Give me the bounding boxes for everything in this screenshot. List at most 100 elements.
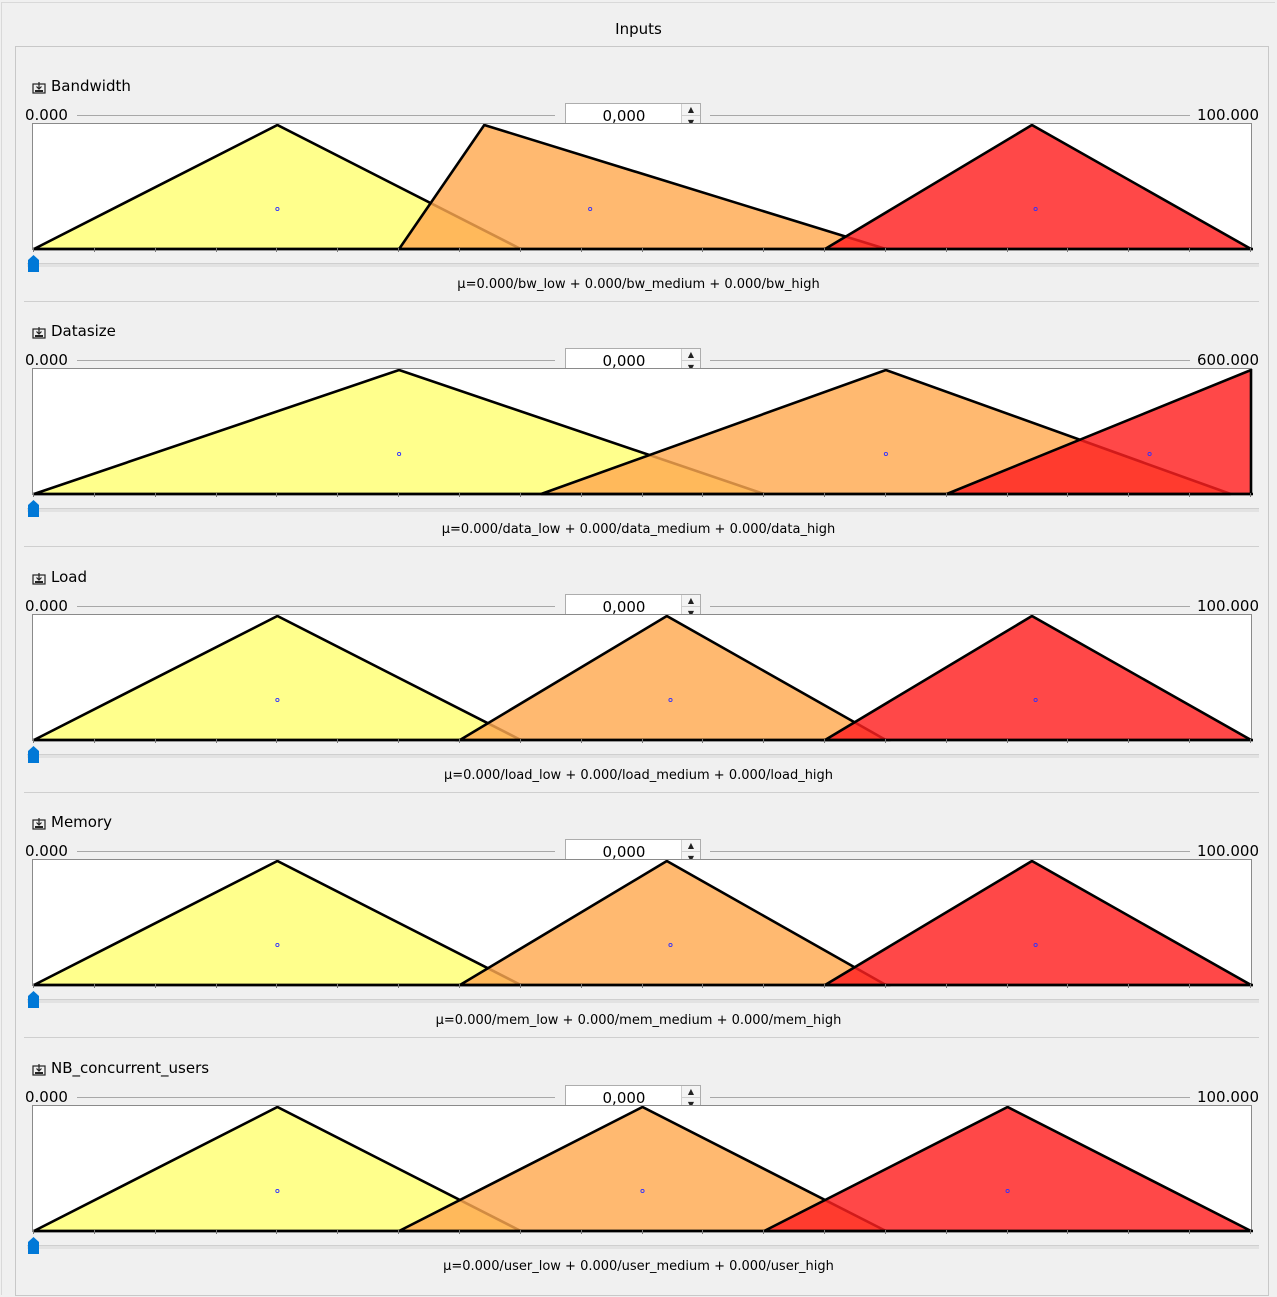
slider-tick xyxy=(1006,1230,1008,1234)
spin-up-icon[interactable]: ▲ xyxy=(682,349,700,361)
slider-groove[interactable] xyxy=(27,999,1259,1003)
slider-tick xyxy=(33,1230,34,1234)
export-icon[interactable] xyxy=(32,80,46,94)
membership-formula: μ=0.000/mem_low + 0.000/mem_medium + 0.0… xyxy=(435,1013,842,1028)
centroid-bw_medium xyxy=(588,206,593,212)
slider-tick xyxy=(641,1230,643,1234)
slider-tick xyxy=(1250,1230,1251,1234)
slider-tick xyxy=(337,248,339,252)
export-icon[interactable] xyxy=(32,816,46,830)
slider-tick xyxy=(945,248,947,252)
range-line-right xyxy=(710,1097,1190,1098)
slider-groove[interactable] xyxy=(27,508,1259,512)
spinbox-value[interactable]: 0,000 xyxy=(602,843,646,861)
input-variable-datasize: Datasize 0.000 0,000 ▲ ▼ 600.000 μ=0.000… xyxy=(0,301,1277,547)
slider-handle[interactable] xyxy=(28,746,39,763)
input-variable-load: Load 0.000 0,000 ▲ ▼ 100.000 μ=0.000/loa… xyxy=(0,547,1277,793)
membership-formula: μ=0.000/bw_low + 0.000/bw_medium + 0.000… xyxy=(457,277,820,292)
input-variable-memory: Memory 0.000 0,000 ▲ ▼ 100.000 μ=0.000/m… xyxy=(0,792,1277,1038)
slider-tick xyxy=(1067,984,1069,988)
range-max-label: 100.000 xyxy=(1196,1088,1259,1106)
slider-groove[interactable] xyxy=(27,1245,1259,1249)
slider-handle[interactable] xyxy=(28,500,39,517)
spin-up-icon[interactable]: ▲ xyxy=(682,104,700,116)
spinbox-value[interactable]: 0,000 xyxy=(602,352,646,370)
slider-tick xyxy=(580,984,582,988)
spinbox-value[interactable]: 0,000 xyxy=(602,598,646,616)
centroid-data_medium xyxy=(883,451,888,457)
range-line-right xyxy=(710,360,1190,361)
range-min-label: 0.000 xyxy=(25,597,68,615)
slider-tick xyxy=(154,493,156,497)
slider-tick xyxy=(398,1230,400,1234)
range-line-left xyxy=(77,1097,555,1098)
spin-up-icon[interactable]: ▲ xyxy=(682,595,700,607)
membership-plot-svg xyxy=(33,615,1253,742)
slider-tick xyxy=(93,248,95,252)
value-slider[interactable] xyxy=(27,248,1259,274)
section-separator xyxy=(24,792,1259,793)
slider-groove[interactable] xyxy=(27,263,1259,267)
slider-tick xyxy=(276,739,278,743)
slider-tick xyxy=(580,739,582,743)
variable-name: Memory xyxy=(51,813,113,831)
slider-tick xyxy=(458,984,460,988)
slider-tick xyxy=(458,739,460,743)
slider-tick xyxy=(580,248,582,252)
slider-handle[interactable] xyxy=(28,991,39,1008)
spin-up-icon[interactable]: ▲ xyxy=(682,840,700,852)
slider-tick xyxy=(1067,493,1069,497)
centroid-bw_low xyxy=(275,206,280,212)
slider-tick xyxy=(641,248,643,252)
slider-tick xyxy=(33,493,34,497)
slider-tick xyxy=(458,1230,460,1234)
slider-tick xyxy=(93,493,95,497)
slider-tick xyxy=(702,248,704,252)
slider-tick xyxy=(702,984,704,988)
membership-plot-svg xyxy=(33,124,1253,251)
spinbox-value[interactable]: 0,000 xyxy=(602,1089,646,1107)
export-icon[interactable] xyxy=(32,325,46,339)
value-slider[interactable] xyxy=(27,493,1259,519)
slider-tick xyxy=(1250,739,1251,743)
input-variable-nb_concurrent_users: NB_concurrent_users 0.000 0,000 ▲ ▼ 100.… xyxy=(0,1038,1277,1284)
slider-tick xyxy=(641,739,643,743)
slider-tick xyxy=(458,493,460,497)
value-slider[interactable] xyxy=(27,1230,1259,1256)
variable-name: Datasize xyxy=(51,322,116,340)
slider-groove[interactable] xyxy=(27,754,1259,758)
spinbox-value[interactable]: 0,000 xyxy=(602,107,646,125)
export-icon[interactable] xyxy=(32,571,46,585)
range-min-label: 0.000 xyxy=(25,106,68,124)
slider-tick xyxy=(519,248,521,252)
slider-tick xyxy=(398,493,400,497)
slider-handle[interactable] xyxy=(28,255,39,272)
spin-up-icon[interactable]: ▲ xyxy=(682,1086,700,1098)
value-slider[interactable] xyxy=(27,739,1259,765)
slider-tick xyxy=(1128,1230,1130,1234)
slider-handle[interactable] xyxy=(28,1237,39,1254)
centroid-mem_medium xyxy=(668,942,673,948)
slider-tick xyxy=(337,493,339,497)
variable-name: Bandwidth xyxy=(51,77,131,95)
slider-tick xyxy=(33,248,34,252)
slider-tick xyxy=(702,1230,704,1234)
slider-tick xyxy=(641,984,643,988)
membership-plot-svg xyxy=(33,1106,1253,1233)
slider-tick xyxy=(824,248,826,252)
membership-plot xyxy=(32,859,1253,987)
export-icon[interactable] xyxy=(32,1062,46,1076)
slider-tick xyxy=(1128,739,1130,743)
slider-tick xyxy=(276,493,278,497)
slider-tick xyxy=(1128,248,1130,252)
term-load_low xyxy=(33,615,522,742)
range-line-left xyxy=(77,360,555,361)
centroid-user_medium xyxy=(640,1188,645,1194)
slider-tick xyxy=(215,739,217,743)
value-slider[interactable] xyxy=(27,984,1259,1010)
centroid-mem_high xyxy=(1033,942,1038,948)
membership-plot-svg xyxy=(33,369,1253,496)
membership-formula: μ=0.000/data_low + 0.000/data_medium + 0… xyxy=(441,522,836,537)
centroid-load_medium xyxy=(668,697,673,703)
slider-tick xyxy=(519,984,521,988)
